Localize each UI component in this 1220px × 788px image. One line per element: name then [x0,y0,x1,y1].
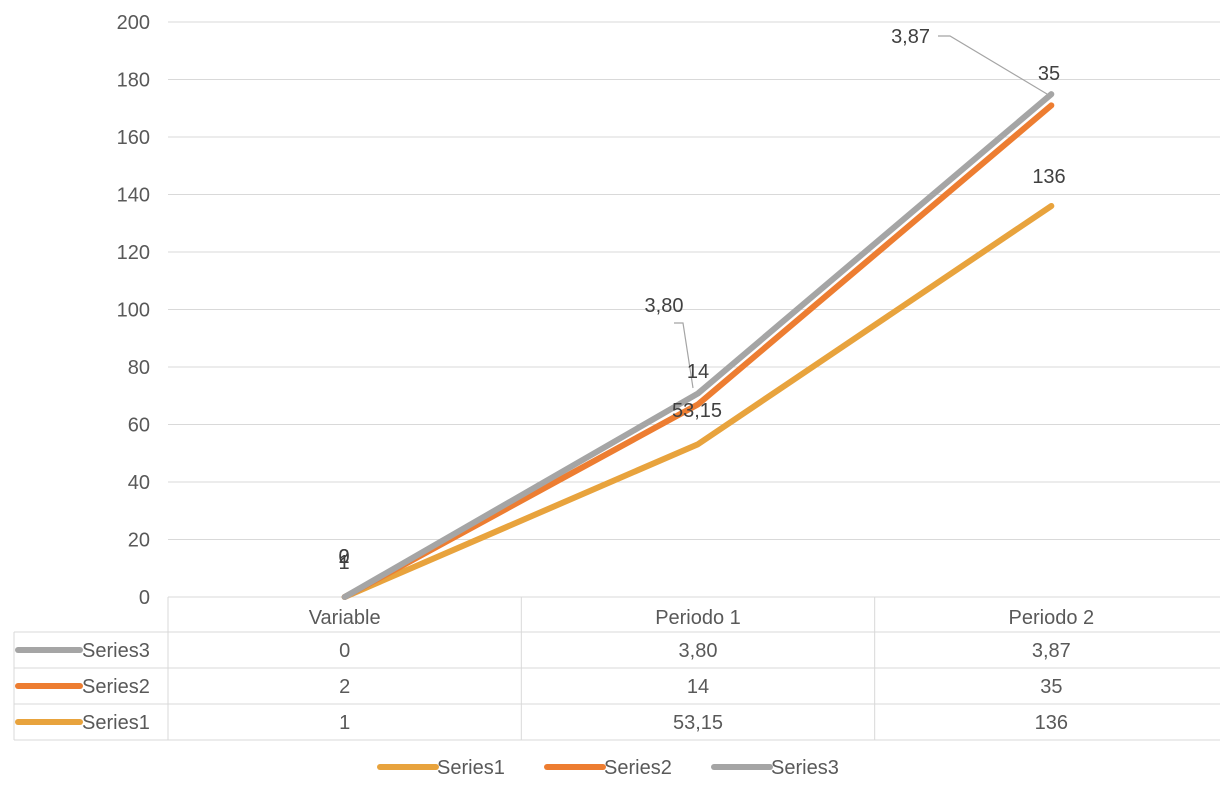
y-tick-label: 60 [128,415,150,437]
table-cell: 35 [1040,676,1062,698]
table-cell: 14 [687,676,709,698]
legend: Series1 Series2 Series3 [377,757,839,779]
x-category-label: Periodo 2 [1009,607,1095,629]
table-series-name: Series3 [82,640,150,662]
legend-label: Series2 [604,757,672,779]
legend-label: Series3 [771,757,839,779]
y-tick-label: 80 [128,357,150,379]
y-tick-label: 140 [117,185,150,207]
y-tick-label: 100 [117,300,150,322]
series-line [341,91,1055,600]
table-cell: 3,87 [1032,640,1071,662]
table-cell: 1 [339,712,350,734]
data-label: 136 [1032,166,1065,188]
leader-line [674,322,694,389]
y-axis: 0 20 40 60 80 100 120 140 160 180 200 [117,12,150,609]
table-series-name: Series1 [82,712,150,734]
y-tick-label: 0 [139,587,150,609]
series-line [341,102,1055,600]
x-category-label: Variable [309,607,381,629]
y-tick-label: 40 [128,472,150,494]
data-label: 0 [338,546,349,568]
y-tick-label: 160 [117,127,150,149]
table-cell: 53,15 [673,712,723,734]
data-labels: 021 3,80 14 53,15 3,87 35 136 [338,26,1065,574]
gridlines [168,21,1220,540]
table-series-name: Series2 [82,676,150,698]
data-label: 3,80 [645,295,684,317]
x-category-label: Periodo 1 [655,607,741,629]
series-lines [341,91,1055,600]
data-label: 14 [687,361,709,383]
leader-line [938,35,1048,95]
table-cell: 2 [339,676,350,698]
y-tick-label: 20 [128,530,150,552]
data-label: 3,87 [891,26,930,48]
series-line [341,203,1055,600]
data-table: Variable Periodo 1 Periodo 2 Series3 0 3,80 3,… [13,596,1220,741]
data-label: 2 [338,546,349,568]
data-label: 1 [338,552,349,574]
y-tick-label: 180 [117,70,150,92]
table-cell: 0 [339,640,350,662]
data-label: 53,15 [672,400,722,422]
table-cell: 3,80 [679,640,718,662]
table-cell: 136 [1035,712,1068,734]
data-label: 35 [1038,63,1060,85]
legend-label: Series1 [437,757,505,779]
y-tick-label: 120 [117,242,150,264]
y-tick-label: 200 [117,12,150,34]
